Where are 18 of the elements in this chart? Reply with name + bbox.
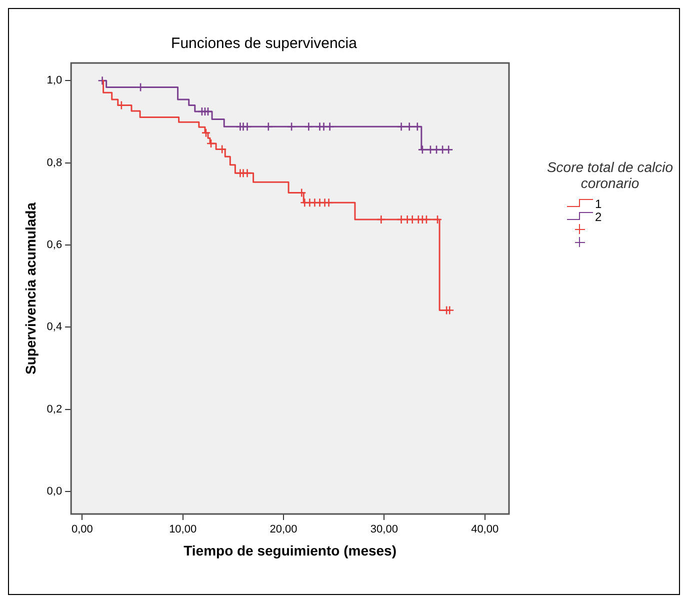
y-tick-label: 0,2 — [46, 403, 62, 416]
point — [201, 128, 211, 138]
legend-label: 2 — [595, 210, 602, 224]
x-tick-label: 0,00 — [71, 524, 93, 536]
y-axis-title: Supervivencia acumulada — [22, 202, 38, 374]
x-tick-label: 30,00 — [370, 524, 398, 536]
x-tick-label: 10,00 — [169, 524, 197, 536]
y-tick-label: 1,0 — [46, 74, 62, 87]
legend-title: Score total de calcio coronario — [546, 159, 674, 191]
x-tick-label: 40,00 — [471, 524, 499, 536]
x-axis-title: Tiempo de seguimiento (meses) — [184, 542, 396, 558]
y-tick-label: 0,0 — [46, 485, 62, 498]
y-tick-label: 0,6 — [46, 238, 62, 251]
y-tick-label: 0,4 — [46, 321, 62, 334]
y-tick-label: 0,8 — [46, 156, 62, 169]
legend-label: 1 — [595, 196, 602, 210]
chart-title: Funciones de supervivencia — [171, 35, 358, 52]
x-tick-label: 20,00 — [270, 524, 298, 536]
